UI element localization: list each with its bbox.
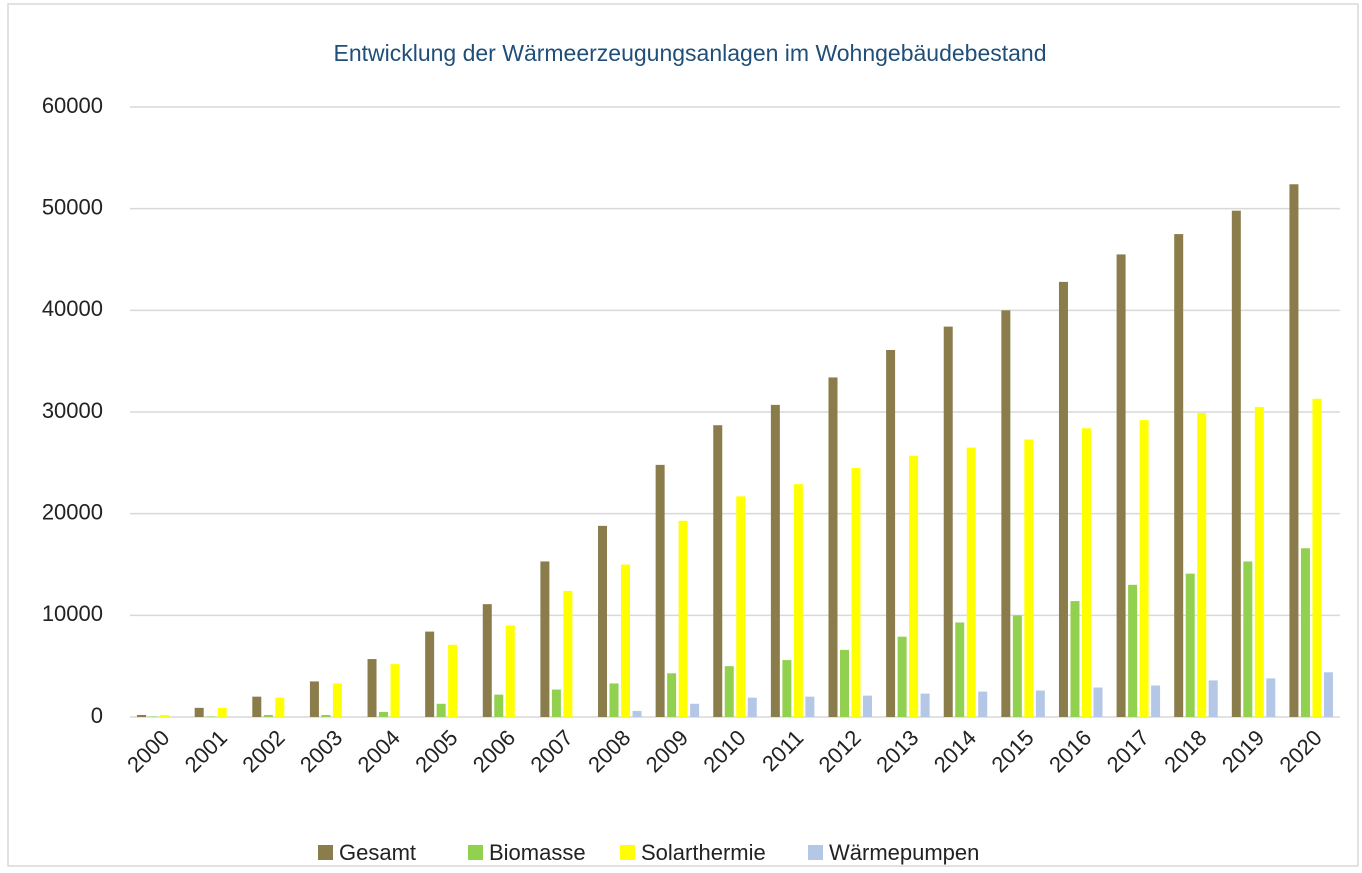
bar [217,707,227,717]
bar [540,561,550,717]
bar [309,681,319,717]
bar [1116,254,1126,717]
bar [609,683,619,717]
bar [563,590,573,717]
bar [436,703,446,717]
bar [598,525,608,717]
bar [1081,428,1091,717]
chart-title: Entwicklung der Wärmeerzeugungsanlagen i… [333,40,1046,66]
y-tick-label: 40000 [42,296,103,321]
y-tick-label: 60000 [42,93,103,118]
bar [137,714,147,717]
bar [425,631,435,717]
bar [690,703,700,717]
bar [1231,210,1241,717]
legend-label: Biomasse [489,840,586,865]
bar [551,689,561,717]
bar [1254,406,1264,717]
bar [839,649,849,717]
bar [920,693,930,717]
legend-label: Solarthermie [641,840,766,865]
y-tick-label: 50000 [42,194,103,219]
bar [713,425,723,717]
bar [1035,690,1045,717]
bar [1139,420,1149,717]
bar [367,659,377,717]
legend-label: Wärmepumpen [829,840,979,865]
bar [1300,548,1310,717]
bar [1058,281,1068,717]
legend-swatch [318,845,333,860]
bar [805,696,815,717]
bar [494,694,504,717]
bar [862,695,872,717]
bar [851,467,861,717]
bar [1151,685,1161,717]
y-tick-label: 0 [91,703,103,728]
bar [678,520,688,717]
bar [1208,680,1218,717]
bar [321,714,331,717]
bar [379,711,389,717]
y-tick-label: 30000 [42,398,103,423]
bar [1128,584,1138,717]
bar [390,664,400,717]
y-tick-label: 20000 [42,499,103,524]
bar [1174,234,1184,718]
bar [793,484,803,717]
bar [148,716,158,717]
bar [1312,398,1322,717]
bar [736,496,746,717]
bar [770,404,780,717]
bar [667,673,677,717]
bar [1289,184,1299,717]
bar [1323,672,1333,717]
bar [1266,678,1276,717]
bar [275,697,285,717]
bar [1243,561,1253,717]
legend-swatch [468,845,483,860]
bar [1070,601,1080,717]
legend-label: Gesamt [339,840,416,865]
bar [505,625,515,717]
bar [1197,413,1207,717]
bar [252,696,262,717]
bar [966,447,976,717]
y-tick-label: 10000 [42,601,103,626]
bar [621,564,631,717]
bar [978,691,988,717]
bar [482,604,492,717]
bar [655,464,665,717]
bar [332,683,342,717]
bar [886,349,896,717]
bar [782,660,792,717]
bar [1185,573,1195,717]
bar [1093,687,1103,717]
bar [263,714,273,717]
bar [1024,439,1034,717]
bar [897,636,907,717]
chart-frame [7,3,1359,867]
bar [1001,310,1011,717]
bar [448,644,458,717]
bar [206,716,216,717]
bar [724,666,734,717]
bar [909,455,919,717]
bar [194,707,204,717]
bar [828,377,838,717]
bar [955,622,965,717]
bar [1012,615,1022,717]
legend-swatch [808,845,823,860]
bar [160,714,170,717]
bar [943,326,953,717]
bar [747,697,757,717]
legend-swatch [620,845,635,860]
bar [632,710,642,717]
